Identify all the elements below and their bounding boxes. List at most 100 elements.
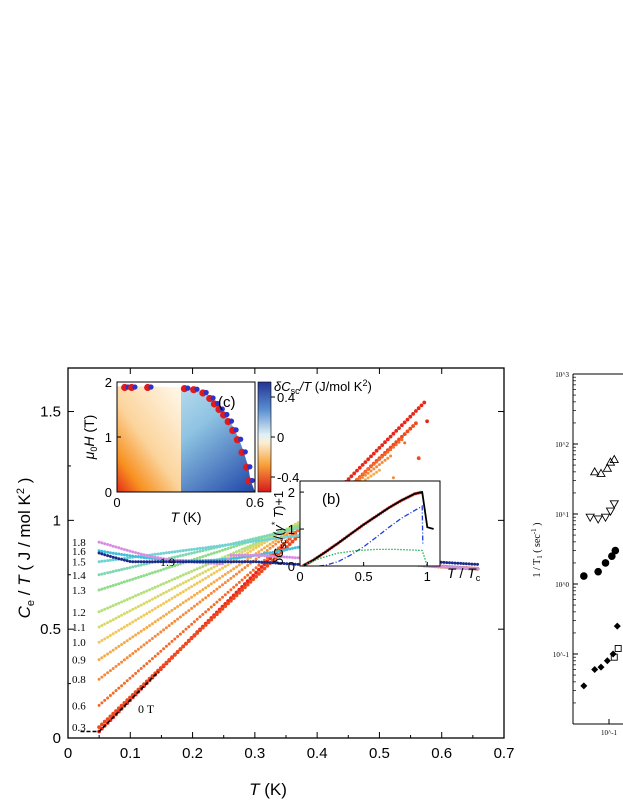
data-point: [388, 445, 393, 450]
data-point: [134, 649, 138, 653]
data-point: [142, 562, 146, 566]
inset-b-y-tick-label: 1: [288, 522, 295, 537]
data-point: [170, 587, 174, 591]
data-point: [181, 573, 185, 577]
data-point: [271, 554, 275, 558]
data-point: [108, 634, 112, 637]
data-point: [293, 556, 297, 560]
data-point: [103, 550, 107, 554]
data-point: [139, 645, 143, 649]
side-marker-triangle-up: [589, 466, 600, 476]
data-point: [251, 542, 255, 546]
data-point: [198, 628, 202, 633]
data-point: [459, 566, 463, 570]
data-point: [282, 541, 286, 545]
data-point: [237, 587, 242, 592]
boundary-point-blue: [203, 389, 209, 396]
data-point: [116, 706, 121, 711]
data-point: [187, 578, 191, 582]
data-point: [148, 639, 152, 643]
boundary-point-blue: [194, 386, 200, 392]
data-point: [117, 546, 121, 550]
data-point: [102, 719, 107, 724]
data-point: [243, 549, 247, 553]
data-point: [293, 531, 297, 535]
data-point: [358, 478, 362, 482]
data-point: [215, 544, 219, 548]
data-point: [251, 548, 255, 551]
data-point: [263, 534, 266, 538]
data-point: [209, 591, 213, 595]
data-point: [131, 607, 135, 611]
data-point: [473, 562, 477, 566]
data-point: [207, 575, 210, 578]
data-point: [97, 549, 101, 553]
data-point: [100, 587, 104, 591]
data-point: [145, 573, 149, 577]
data-point: [221, 595, 224, 599]
data-point: [221, 548, 224, 552]
inset-c-y-tick-label: 0: [105, 485, 112, 500]
inset-b-curve-dotted: [306, 548, 428, 566]
data-point: [249, 549, 252, 553]
data-point: [265, 561, 269, 564]
data-point: [243, 585, 247, 590]
data-point: [150, 555, 154, 559]
data-point: [288, 535, 292, 539]
data-point: [212, 560, 216, 564]
field-label: 1.8: [72, 537, 86, 549]
data-point: [142, 664, 146, 668]
data-point: [148, 556, 152, 560]
data-point: [159, 649, 163, 653]
data-point: [232, 542, 236, 546]
data-point: [296, 526, 300, 530]
colorbar-label: δCsc/T (J/mol K2): [274, 378, 372, 396]
data-point: [257, 572, 261, 576]
data-point: [291, 556, 294, 559]
data-point: [279, 555, 283, 559]
data-point: [103, 673, 107, 677]
data-point: [184, 548, 188, 552]
data-point: [265, 554, 269, 558]
data-point: [134, 671, 138, 675]
data-point: [408, 414, 413, 419]
data-point: [128, 637, 132, 641]
data-point: [181, 581, 185, 585]
data-point: [249, 571, 252, 575]
data-point: [470, 567, 474, 570]
data-point: [240, 578, 244, 582]
data-point: [106, 585, 110, 589]
data-point: [268, 542, 272, 546]
data-point: [145, 600, 149, 604]
data-point: [131, 674, 135, 678]
data-point: [167, 658, 172, 662]
data-point: [184, 611, 188, 615]
data-point: [288, 547, 292, 551]
data-point: [240, 560, 244, 564]
field-label: 1.6: [72, 546, 86, 558]
data-point: [153, 620, 157, 624]
data-point: [176, 549, 180, 553]
data-point: [235, 560, 238, 564]
data-point: [259, 565, 264, 569]
data-point: [386, 450, 390, 454]
annotation-1-9: 1.9: [160, 555, 175, 569]
data-point: [215, 600, 219, 604]
data-point: [178, 549, 182, 553]
data-point: [136, 593, 140, 597]
inset-b-y-tick-label: 2: [288, 485, 295, 500]
data-point: [148, 624, 152, 628]
data-point: [232, 574, 236, 578]
data-point: [209, 545, 213, 549]
inset-b-chart: 0 0.5 1 0 1 2 (b) T / Tc δCsc/(γ* T)+1: [270, 480, 481, 584]
data-point: [145, 560, 149, 564]
data-point: [223, 547, 227, 551]
data-point: [131, 620, 135, 624]
data-point: [173, 637, 177, 641]
data-point: [167, 610, 171, 614]
data-point: [108, 554, 112, 558]
data-point: [181, 630, 185, 634]
data-point: [120, 613, 124, 617]
data-point: [187, 560, 191, 564]
data-point: [125, 556, 129, 560]
